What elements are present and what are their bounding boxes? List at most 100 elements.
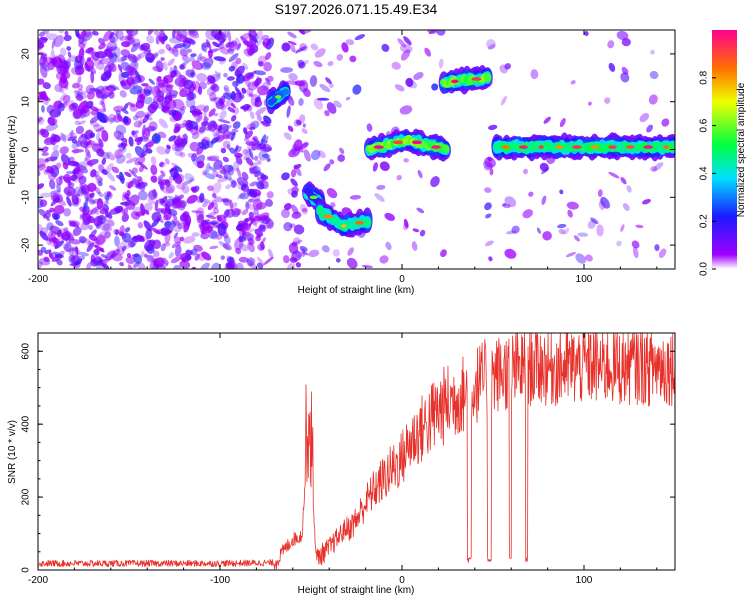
y-tick-label: 0 bbox=[21, 146, 32, 152]
noise-speckle bbox=[173, 65, 178, 71]
noise-speckle bbox=[53, 213, 61, 220]
noise-speckle bbox=[174, 112, 182, 121]
noise-speckle bbox=[266, 191, 274, 199]
noise-speckle bbox=[261, 237, 266, 244]
noise-speckle bbox=[182, 63, 187, 70]
noise-speckle bbox=[143, 253, 149, 258]
noise-speckle bbox=[190, 53, 197, 58]
noise-speckle bbox=[77, 255, 86, 261]
noise-speckle bbox=[658, 248, 667, 258]
spectrogram-xlabel: Height of straight line (km) bbox=[298, 285, 415, 296]
noise-speckle bbox=[64, 242, 72, 253]
noise-speckle bbox=[67, 51, 72, 58]
noise-speckle bbox=[85, 209, 94, 218]
noise-speckle bbox=[179, 260, 191, 269]
noise-speckle bbox=[157, 179, 170, 186]
noise-speckle bbox=[49, 179, 56, 190]
noise-speckle bbox=[109, 36, 116, 43]
noise-speckle bbox=[346, 257, 358, 269]
noise-speckle bbox=[78, 120, 86, 125]
noise-speckle bbox=[187, 124, 194, 133]
noise-speckle bbox=[416, 207, 425, 214]
noise-speckle bbox=[158, 118, 168, 129]
noise-speckle bbox=[246, 259, 254, 267]
feature-hotspot bbox=[643, 145, 653, 149]
noise-speckle bbox=[235, 262, 244, 269]
noise-speckle bbox=[65, 58, 71, 69]
noise-speckle bbox=[120, 55, 128, 62]
noise-speckle bbox=[101, 100, 106, 111]
noise-speckle bbox=[170, 70, 177, 79]
noise-speckle bbox=[45, 33, 58, 40]
noise-speckle bbox=[115, 30, 124, 40]
noise-speckle bbox=[197, 141, 207, 150]
feature-hotspot bbox=[392, 140, 404, 145]
feature-hotspot bbox=[411, 140, 423, 145]
noise-speckle bbox=[241, 209, 249, 216]
noise-speckle bbox=[156, 89, 165, 97]
noise-speckle bbox=[488, 256, 493, 262]
snr-xlabel: Height of straight line (km) bbox=[298, 585, 415, 596]
noise-speckle bbox=[71, 138, 78, 144]
noise-speckle bbox=[260, 241, 265, 250]
noise-speckle bbox=[43, 99, 49, 106]
noise-speckle bbox=[295, 46, 307, 53]
noise-speckle bbox=[164, 158, 170, 165]
noise-speckle bbox=[567, 209, 573, 218]
noise-speckle bbox=[119, 240, 132, 250]
noise-speckle bbox=[71, 149, 84, 153]
noise-speckle bbox=[86, 158, 99, 166]
noise-speckle bbox=[38, 117, 43, 123]
noise-speckle bbox=[559, 189, 564, 195]
noise-speckle bbox=[249, 111, 255, 120]
noise-speckle bbox=[75, 94, 84, 101]
noise-speckle bbox=[654, 244, 660, 252]
noise-speckle bbox=[230, 131, 236, 142]
noise-speckle bbox=[376, 184, 386, 190]
noise-speckle bbox=[218, 124, 223, 131]
noise-speckle bbox=[89, 199, 96, 205]
noise-speckle bbox=[202, 219, 211, 226]
noise-speckle bbox=[162, 106, 172, 114]
noise-speckle bbox=[134, 156, 146, 166]
noise-speckle bbox=[259, 179, 269, 190]
noise-speckle bbox=[91, 30, 99, 36]
noise-speckle bbox=[44, 168, 53, 174]
noise-speckle bbox=[78, 236, 87, 244]
noise-speckle bbox=[111, 166, 120, 174]
noise-speckle bbox=[160, 243, 166, 252]
noise-speckle bbox=[151, 211, 162, 222]
noise-speckle bbox=[147, 198, 157, 205]
noise-speckle bbox=[241, 87, 247, 94]
noise-speckle bbox=[83, 197, 89, 210]
noise-speckle bbox=[296, 145, 304, 153]
noise-speckle bbox=[186, 194, 198, 204]
noise-speckle bbox=[160, 170, 166, 177]
noise-speckle bbox=[260, 139, 268, 144]
noise-speckle bbox=[243, 217, 249, 226]
noise-speckle bbox=[650, 49, 655, 55]
noise-speckle bbox=[39, 53, 48, 66]
noise-speckle bbox=[243, 152, 252, 161]
noise-speckle bbox=[313, 98, 324, 110]
noise-speckle bbox=[246, 70, 257, 79]
noise-speckle bbox=[58, 30, 65, 34]
noise-speckle bbox=[73, 90, 82, 95]
noise-speckle bbox=[222, 156, 229, 163]
noise-speckle bbox=[153, 30, 162, 37]
noise-speckle bbox=[487, 44, 496, 50]
noise-speckle bbox=[44, 137, 54, 143]
noise-speckle bbox=[283, 202, 292, 211]
noise-speckle bbox=[105, 85, 117, 92]
noise-speckle bbox=[125, 152, 132, 159]
noise-speckle bbox=[405, 78, 417, 89]
noise-speckle bbox=[217, 176, 229, 183]
noise-speckle bbox=[75, 125, 85, 135]
noise-speckle bbox=[66, 189, 71, 194]
noise-speckle bbox=[63, 186, 76, 196]
noise-speckle bbox=[300, 142, 309, 150]
noise-speckle bbox=[249, 126, 256, 131]
noise-speckle bbox=[504, 63, 511, 70]
noise-speckle bbox=[245, 157, 254, 166]
noise-speckle bbox=[209, 91, 217, 102]
